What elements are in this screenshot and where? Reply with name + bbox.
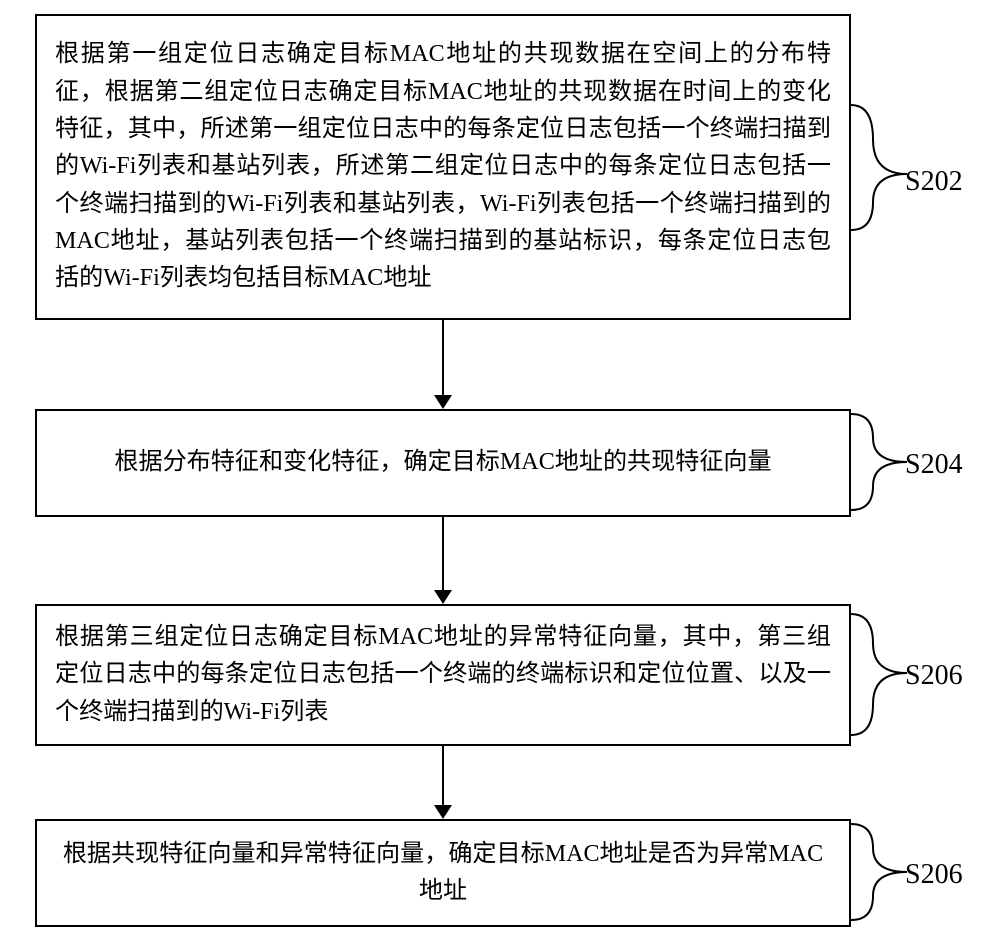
flow-step-text: 根据第三组定位日志确定目标MAC地址的异常特征向量，其中，第三组定位日志中的每条… — [55, 619, 831, 731]
flow-step-b3: 根据第三组定位日志确定目标MAC地址的异常特征向量，其中，第三组定位日志中的每条… — [35, 604, 851, 746]
flow-step-text: 根据第一组定位日志确定目标MAC地址的共现数据在空间上的分布特征，根据第二组定位… — [55, 36, 831, 297]
flowchart-canvas: 根据第一组定位日志确定目标MAC地址的共现数据在空间上的分布特征，根据第二组定位… — [0, 0, 1000, 943]
flow-step-b1: 根据第一组定位日志确定目标MAC地址的共现数据在空间上的分布特征，根据第二组定位… — [35, 14, 851, 320]
flow-step-b4: 根据共现特征向量和异常特征向量，确定目标MAC地址是否为异常MAC地址 — [35, 819, 851, 927]
step-label-b2: S204 — [905, 449, 963, 481]
step-label-b4: S206 — [905, 859, 963, 891]
flow-step-text: 根据共现特征向量和异常特征向量，确定目标MAC地址是否为异常MAC地址 — [55, 836, 831, 911]
step-label-b3: S206 — [905, 660, 963, 692]
flow-step-text: 根据分布特征和变化特征，确定目标MAC地址的共现特征向量 — [55, 444, 831, 481]
step-label-b1: S202 — [905, 166, 963, 198]
flow-step-b2: 根据分布特征和变化特征，确定目标MAC地址的共现特征向量 — [35, 409, 851, 517]
